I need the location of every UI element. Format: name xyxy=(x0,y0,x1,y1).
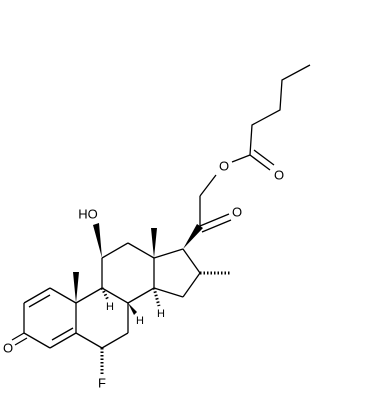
atom-labels: O O O HO H H H O F xyxy=(3,159,284,391)
atom-label: H xyxy=(106,301,114,313)
atom-label: F xyxy=(98,376,106,391)
bonds xyxy=(11,64,311,374)
atom-label: O xyxy=(3,341,13,356)
atom-label: H xyxy=(157,308,165,320)
atom-label: H xyxy=(136,315,144,327)
atom-label: HO xyxy=(78,207,98,222)
atom-label: O xyxy=(219,159,229,174)
atom-label: O xyxy=(274,168,284,183)
atom-label: O xyxy=(232,205,242,220)
